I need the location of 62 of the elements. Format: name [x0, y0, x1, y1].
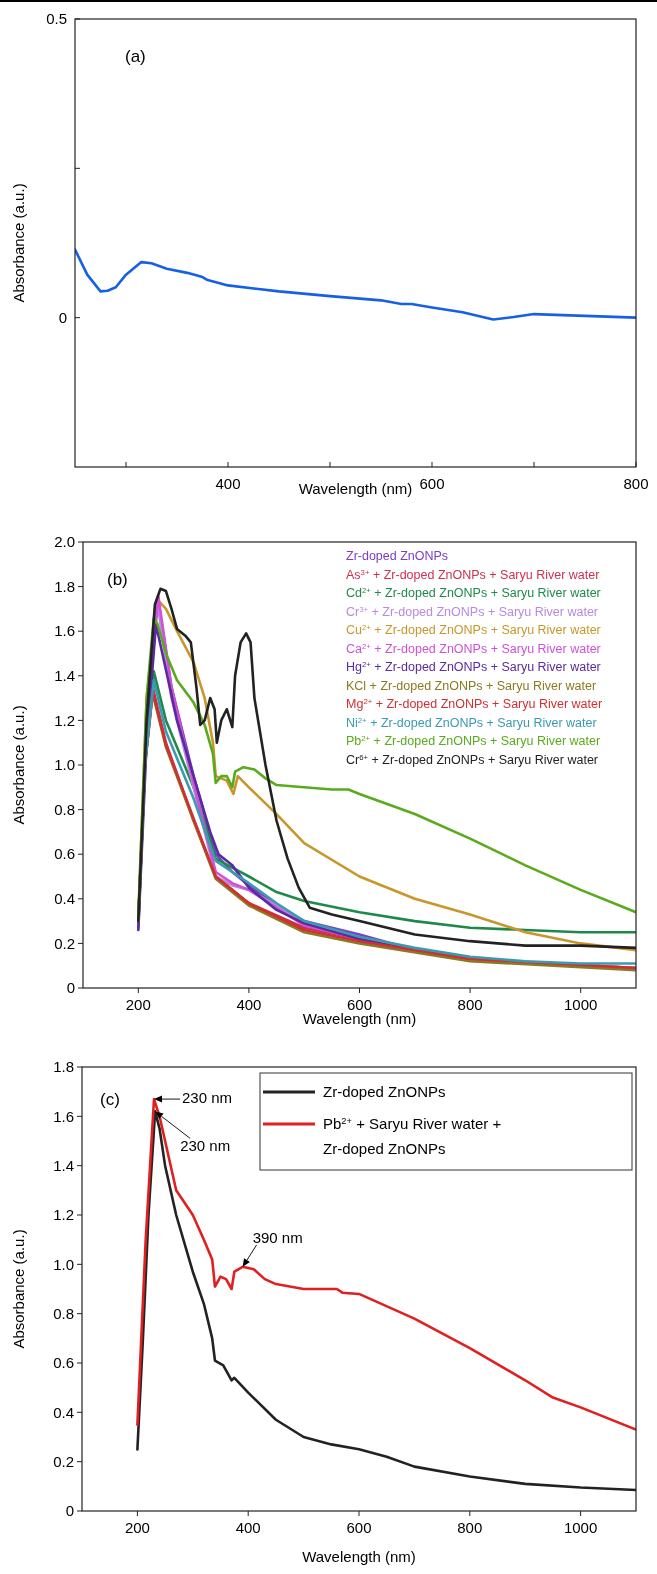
x-tick-label: 400: [215, 475, 241, 492]
x-axis-title: Wavelength (nm): [302, 1548, 416, 1565]
annotation: (c): [100, 1090, 120, 1109]
annotation: (b): [107, 570, 128, 589]
y-tick-label: 1.0: [54, 756, 75, 774]
y-tick-label: 0.4: [54, 890, 75, 908]
y-tick-label: 1.8: [53, 1058, 74, 1076]
legend-label: Zr-doped ZnONPs: [323, 1083, 446, 1100]
text: Mg$^{2+}$ + Zr-doped ZnONPs + Saryu River water: [346, 696, 603, 711]
y-tick-label: 1.4: [54, 667, 75, 685]
y-axis-title: Absorbance (a.u.): [10, 705, 27, 825]
y-tick-label: 0.8: [54, 800, 75, 818]
x-axis-title: Wavelength (nm): [298, 480, 413, 497]
y-tick-label: 2.0: [54, 533, 75, 551]
x-axis-title: Wavelength (nm): [302, 1010, 417, 1027]
x-tick-label: 600: [346, 1519, 372, 1536]
x-tick-label: 400: [236, 996, 262, 1013]
text: KCl + Zr-doped ZnONPs + Saryu River water: [346, 678, 597, 693]
x-tick-label: 800: [457, 1519, 483, 1536]
y-tick-label: 1.8: [54, 577, 75, 595]
x-tick-label: 600: [346, 996, 373, 1013]
x-tick-label: 200: [124, 1519, 150, 1536]
y-tick-label: 0.6: [53, 1354, 74, 1372]
y-tick-label: 1.0: [53, 1255, 74, 1273]
y-tick-label: 0.8: [53, 1304, 74, 1322]
y-tick-label: 1.2: [54, 711, 75, 729]
text: Cd$^{2+}$ + Zr-doped ZnONPs + Saryu River water: [346, 585, 601, 600]
y-tick-label: 1.4: [53, 1156, 74, 1174]
text: Cr$^{3+}$ + Zr-doped ZnONPs + Saryu River water: [346, 604, 598, 619]
y-axis-title: Absorbance (a.u.): [10, 1229, 27, 1349]
y-tick-label: 1.6: [53, 1107, 74, 1125]
y-tick-label: 1.2: [53, 1206, 74, 1224]
text: Pb$^{2+}$ + Zr-doped ZnONPs + Saryu River water: [346, 733, 601, 748]
text: Cr$^{6+}$ + Zr-doped ZnONPs + Saryu River water: [346, 752, 598, 767]
x-tick-label: 1000: [563, 1519, 598, 1536]
x-tick-label: 1000: [564, 996, 598, 1013]
x-tick-label: 800: [623, 475, 649, 492]
text: As$^{3+}$ + Zr-doped ZnONPs + Saryu River water: [346, 567, 600, 582]
legend-label: Pb$^{2+}$ + Saryu River water + Zr-doped ZnONPs: [323, 1115, 502, 1157]
x-tick-label: 800: [457, 996, 483, 1013]
x-tick-label: 600: [419, 475, 445, 492]
annotation: (a): [125, 47, 146, 66]
text: Cu$^{2+}$ + Zr-doped ZnONPs + Saryu River water: [346, 622, 601, 637]
y-tick-label: 0: [66, 979, 75, 997]
y-tick-label: 0.2: [53, 1452, 74, 1470]
x-tick-label: 400: [235, 1519, 261, 1536]
text: Hg$^{2+}$ + Zr-doped ZnONPs + Saryu River water: [346, 659, 601, 674]
text: Zr-doped ZnONPs: [346, 549, 449, 563]
annotation: 230 nm: [180, 1137, 231, 1155]
y-axis-title: Absorbance (a.u.): [10, 183, 27, 303]
annotation: 230 nm: [182, 1089, 233, 1107]
y-tick-label: 0: [65, 1502, 74, 1520]
y-tick-label: 0.4: [53, 1403, 74, 1421]
annotation: 390 nm: [252, 1228, 303, 1246]
y-tick-label: 0.6: [54, 845, 75, 863]
y-tick-label: 1.6: [54, 622, 75, 640]
x-tick-label: 200: [125, 996, 151, 1013]
y-tick-label: 0.2: [54, 934, 75, 952]
text: Ni$^{2+}$ + Zr-doped ZnONPs + Saryu River water: [346, 715, 597, 730]
y-tick-label: 0.5: [46, 10, 67, 28]
text: Ca$^{2+}$ + Zr-doped ZnONPs + Saryu River water: [346, 641, 601, 656]
y-tick-label: 0: [58, 308, 67, 326]
